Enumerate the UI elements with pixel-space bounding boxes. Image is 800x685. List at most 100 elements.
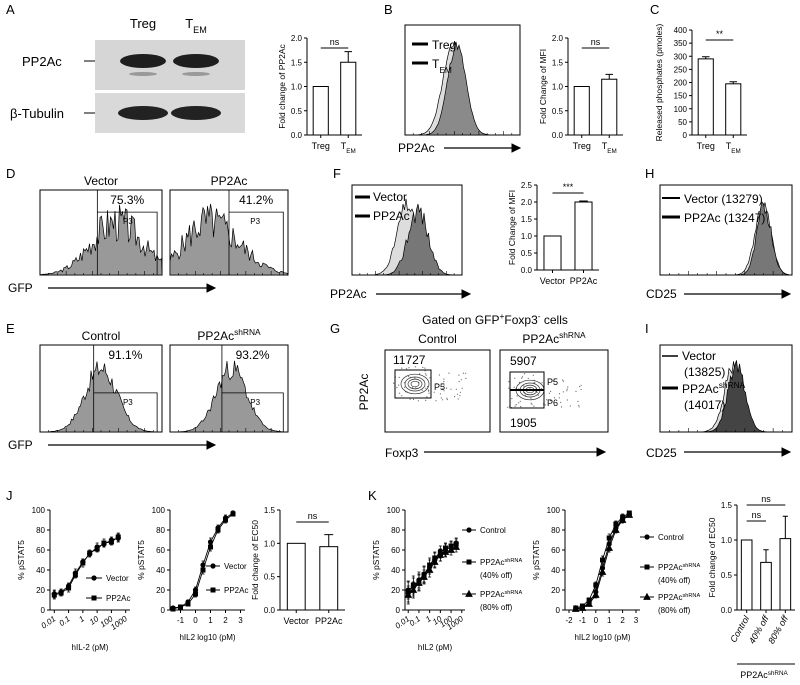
panel-letter: I [645,321,649,336]
event-dot [580,388,582,391]
panel-letter: J [6,488,13,503]
plot-title: PP2AcshRNA [522,330,586,346]
event-dot [414,377,416,379]
event-dot [465,377,467,379]
marker [593,582,599,588]
category-label: PP2Ac [570,276,598,286]
legend-label: PP2AcshRNA [658,593,700,602]
y-tick-label: 1.0 [264,539,276,548]
legend-label: PP2Ac [224,586,248,595]
event-dot [508,387,510,389]
event-dot [530,397,532,399]
event-dot [442,388,444,390]
event-dot [443,378,445,380]
legend-marker [91,595,97,601]
category-label: Treg [573,141,591,151]
marker [108,539,114,545]
text-part: PP2Ac [740,670,768,680]
error-bar [782,515,788,539]
y-tick-label: 250 [674,65,688,74]
y-tick-label: 100 [547,506,561,515]
legend-label: PP2Ac (13247) [684,211,765,225]
y-tick-label: 0.5 [291,107,303,116]
event-dot [560,406,563,408]
bar [779,538,792,611]
marker [200,567,206,573]
x-tick-label: -1 [579,616,587,625]
y-tick-label: 60 [551,546,560,555]
y-tick-label: 1.5 [552,58,564,67]
x-tick-label: 1 [607,616,612,625]
significance-label: ns [752,510,762,520]
arrow-head [206,283,217,293]
gate-label: P3 [123,398,133,407]
series-line [407,543,457,593]
lane-label: TEM [185,16,207,35]
event-dot [541,382,543,384]
arrow-head [461,289,472,299]
event-dot [417,400,419,402]
text-sup: shRNA [682,593,700,599]
event-dot [515,404,517,406]
legend-marker [210,563,216,569]
legend-marker [91,575,97,581]
group-label: PP2AcshRNA [740,670,788,681]
y-tick-label: 40 [36,566,45,575]
event-dot [398,384,400,386]
x-tick-label: -2 [565,616,573,625]
event-dot [419,373,421,375]
text-sup: + [499,311,504,321]
marker [58,590,64,596]
event-dot [524,373,526,375]
legend-label: Vector [682,349,716,363]
y-tick-label: 20 [391,586,400,595]
x-tick-label: 2 [620,616,625,625]
category-label: Vector [283,616,309,626]
event-dot [518,402,520,404]
event-dot [548,392,551,394]
marker [430,557,439,565]
plot-title: Control [418,332,457,346]
x-tick-label: 0.1 [408,614,422,628]
event-dot [532,374,534,376]
event-dot [511,398,513,400]
significance-label: ns [330,37,340,47]
y-tick-label: 1.0 [552,83,564,92]
event-dot [441,399,444,401]
event-dot [567,386,569,388]
blot-band [118,106,168,120]
event-dot [424,367,426,369]
y-tick-label: 100 [152,506,166,515]
event-dot [465,372,467,374]
event-dot [425,374,427,376]
arrow-head [781,447,792,457]
y-tick-label: 20 [551,586,560,595]
marker [178,604,183,610]
histogram [660,201,793,276]
error-bar [324,534,334,547]
error-bar [605,73,614,80]
text-sup: shRNA [719,380,746,390]
histogram [352,203,462,276]
x-axis-label: PP2Ac [398,141,435,155]
text-sub: EM [346,148,355,155]
x-axis-label: hIL2 (pM) [418,643,453,652]
event-dot [425,387,427,389]
y-tick-label: 0.0 [552,131,564,140]
marker [618,515,627,523]
plot-title: Gated on GFP+Foxp3- cells [422,311,568,327]
event-dot [524,394,527,396]
legend-label: Control [480,526,506,535]
legend-note: (80% off) [658,606,691,615]
gate [221,345,284,432]
event-dot [443,381,445,383]
category-label: TEM [726,141,741,155]
error-bar [729,81,738,84]
histogram [39,361,162,433]
event-dot [446,387,448,389]
text-sub: EM [439,65,452,75]
event-dot [460,379,462,381]
event-dot [443,390,445,392]
event-dot [458,374,460,376]
event-dot [435,400,437,402]
